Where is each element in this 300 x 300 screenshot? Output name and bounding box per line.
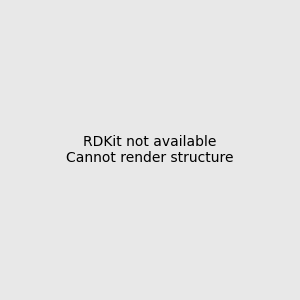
Text: RDKit not available
Cannot render structure: RDKit not available Cannot render struct… bbox=[66, 135, 234, 165]
